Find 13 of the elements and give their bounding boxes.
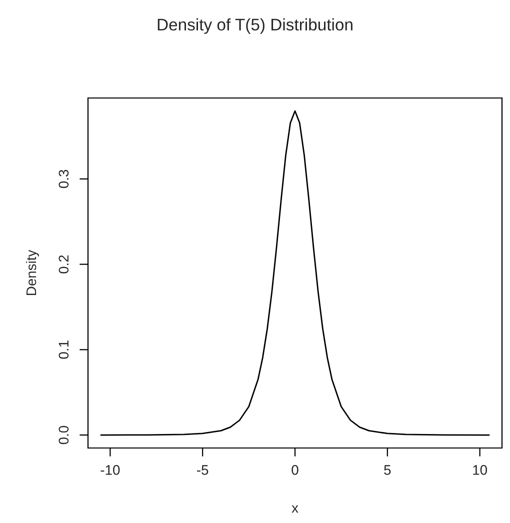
x-axis-title: x — [292, 505, 298, 513]
x-tick-label: 5 — [384, 465, 391, 475]
x-tick-label: -10 — [100, 465, 120, 475]
y-tick-label: 0.1 — [58, 340, 69, 359]
x-tick-label: 0 — [292, 465, 298, 475]
x-tick-label: -5 — [197, 465, 208, 475]
y-tick-label: 0.2 — [58, 255, 69, 274]
y-axis-title: Density — [26, 250, 39, 296]
y-tick-label: 0.3 — [58, 170, 69, 188]
x-tick-label: 10 — [473, 465, 488, 475]
line-series — [100, 110, 490, 436]
chart-title: Density of T(5) Distribution — [158, 18, 352, 34]
y-tick-label: 0.0 — [58, 426, 69, 444]
